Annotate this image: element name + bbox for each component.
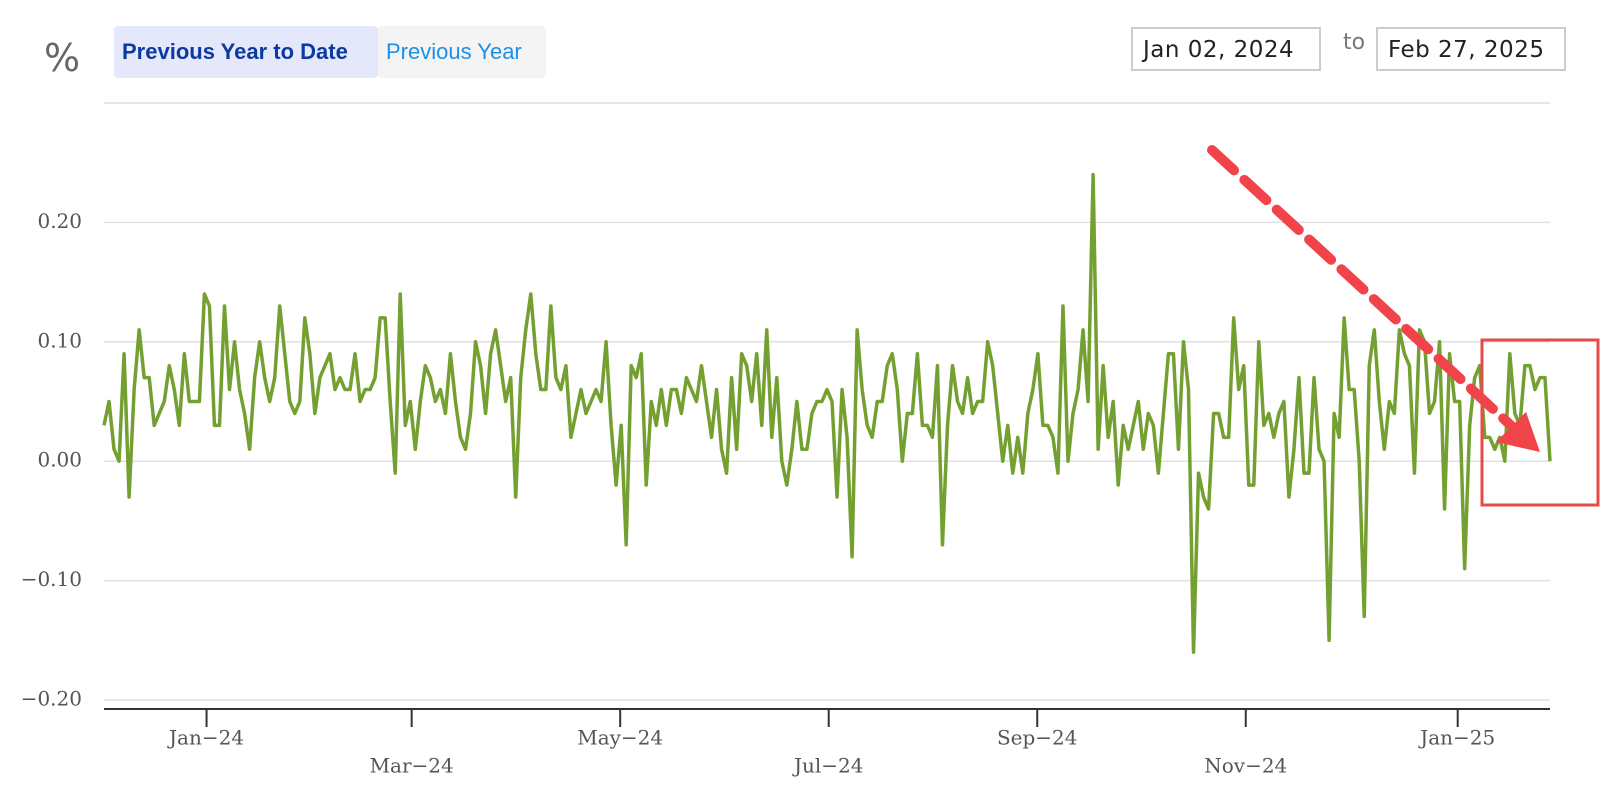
end-date-input[interactable]: Feb 27, 2025 <box>1376 27 1566 71</box>
x-tick-label: Mar−24 <box>370 754 454 778</box>
x-tick-label: Jul−24 <box>792 754 864 778</box>
annotation <box>1207 145 1600 507</box>
line <box>102 172 1552 654</box>
marks <box>102 172 1552 654</box>
y-tick-label: −0.10 <box>21 567 82 591</box>
annotation-box <box>1480 338 1600 507</box>
x-tick-label: May−24 <box>577 726 663 750</box>
y-tick-label: −0.20 <box>21 687 82 711</box>
grid: −0.20 −0.10 0.00 0.10 0.20 Jan−24 Mar−24 May−24… <box>21 102 1550 778</box>
range-button[interactable]: Previous Year to Date <box>114 26 378 78</box>
x-tick-label: Sep−24 <box>997 726 1078 750</box>
x-tick-label: Jan−25 <box>1418 726 1495 750</box>
y-axis-label: % <box>44 36 81 80</box>
annotation-arrow <box>1207 145 1523 437</box>
to-label: to <box>1343 30 1366 55</box>
y-tick-label: 0.00 <box>37 448 82 472</box>
y-tick-label: 0.10 <box>37 328 82 352</box>
start-date-input[interactable]: Jan 02, 2024 <box>1131 27 1321 71</box>
x-tick-label: Nov−24 <box>1204 754 1287 778</box>
y-tick-label: 0.20 <box>37 209 82 233</box>
annotation-arrowhead <box>1496 412 1540 452</box>
range-button[interactable]: Previous Year <box>378 26 546 78</box>
x-tick-label: Jan−24 <box>167 726 244 750</box>
